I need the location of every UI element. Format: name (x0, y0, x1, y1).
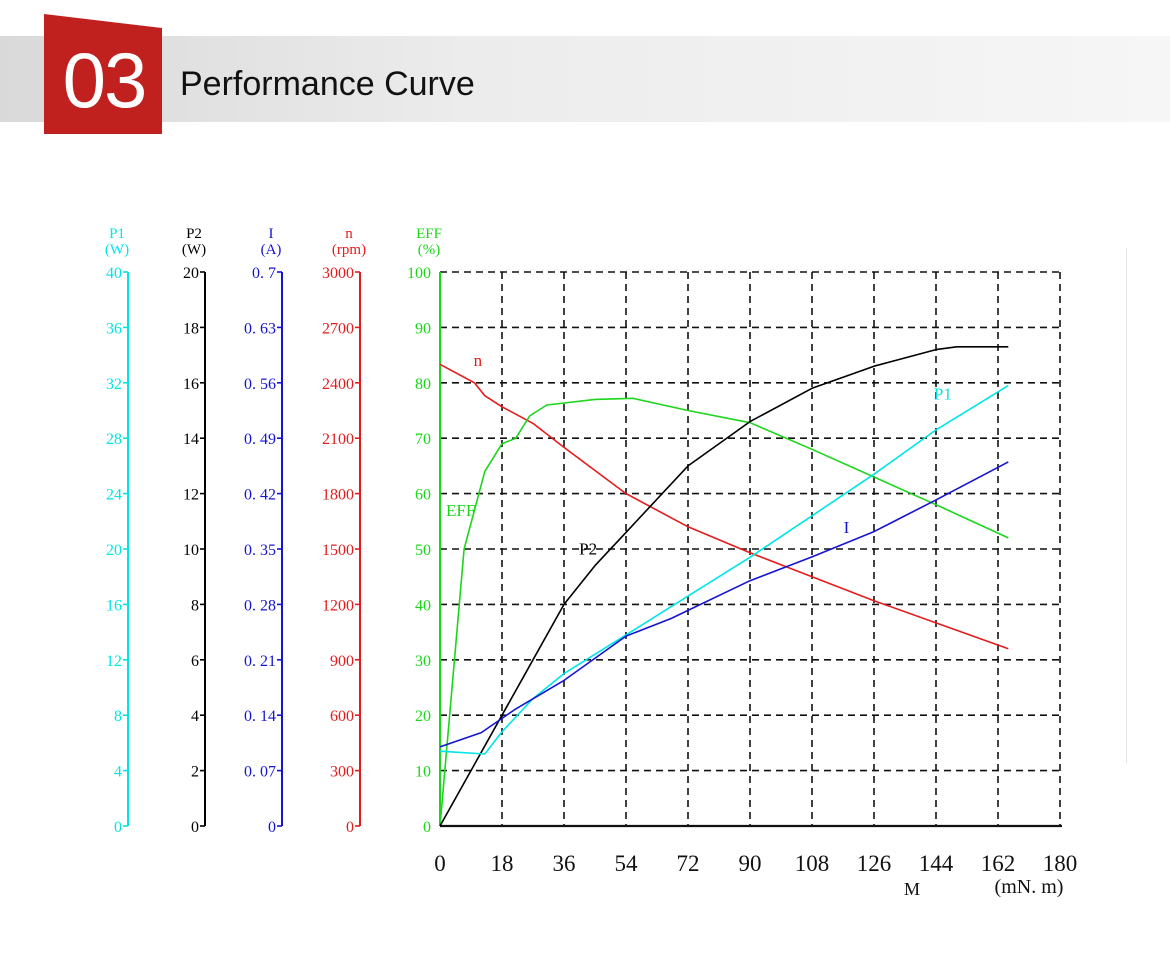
y-tick-label-p1: 20 (106, 542, 122, 559)
y-axis-p2-unit: (W) (182, 242, 206, 258)
y-tick-label-p1: 24 (106, 487, 122, 504)
y-tick-label-p1: 16 (106, 597, 122, 614)
x-axis-label: M (904, 879, 920, 899)
x-axis-unit: (mN. m) (995, 876, 1064, 898)
y-tick-label-p1: 8 (114, 708, 122, 725)
y-tick-label-i: 0. 56 (244, 376, 276, 393)
series-i-line (439, 461, 1009, 748)
y-tick-label-n: 0 (346, 819, 354, 836)
y-tick-label-p1: 4 (114, 764, 122, 781)
y-tick-label-i: 0. 42 (244, 487, 276, 504)
y-tick-label-p2: 18 (183, 320, 199, 337)
section-number: 03 (62, 36, 148, 124)
y-tick-label-eff: 70 (415, 431, 431, 448)
series-p1-label: P1 (934, 384, 952, 403)
y-tick-label-eff: 20 (415, 708, 431, 725)
y-tick-label-n: 1200 (322, 597, 354, 614)
x-tick-label: 36 (553, 851, 576, 876)
y-tick-label-n: 3000 (322, 265, 354, 282)
section-title: Performance Curve (180, 65, 475, 103)
y-tick-label-p1: 32 (106, 376, 122, 393)
y-tick-label-p1: 36 (106, 320, 122, 337)
header-band (0, 36, 1170, 122)
y-tick-label-p2: 2 (191, 764, 199, 781)
series-n-line (439, 363, 1009, 650)
y-tick-label-i: 0 (268, 819, 276, 836)
section-number-badge (44, 14, 162, 134)
y-tick-label-p2: 6 (191, 653, 199, 670)
y-tick-label-n: 2700 (322, 320, 354, 337)
y-tick-label-n: 2100 (322, 431, 354, 448)
series-i-label: I (844, 518, 850, 537)
y-tick-label-i: 0. 07 (244, 764, 276, 781)
x-tick-label: 144 (919, 851, 954, 876)
y-tick-label-p2: 10 (183, 542, 199, 559)
y-tick-label-i: 0. 21 (244, 653, 276, 670)
y-axis-n-title: n (345, 226, 353, 242)
y-tick-label-eff: 60 (415, 487, 431, 504)
x-tick-label: 18 (491, 851, 514, 876)
y-axis-i-title: I (269, 226, 274, 242)
series-p2-label: P2 (579, 540, 597, 559)
y-tick-label-p2: 0 (191, 819, 199, 836)
y-axis-p1-title: P1 (109, 226, 125, 242)
y-tick-label-eff: 50 (415, 542, 431, 559)
y-axis-p1-unit: (W) (105, 242, 129, 258)
series-p2-line (439, 345, 1009, 827)
y-tick-label-p2: 8 (191, 597, 199, 614)
y-tick-label-p1: 28 (106, 431, 122, 448)
y-tick-label-i: 0. 28 (244, 597, 276, 614)
x-tick-label: 90 (739, 851, 762, 876)
y-tick-label-n: 1800 (322, 487, 354, 504)
y-tick-label-i: 0. 14 (244, 708, 276, 725)
series-eff-line (439, 397, 1009, 827)
y-tick-label-p1: 40 (106, 265, 122, 282)
y-tick-label-n: 900 (330, 653, 354, 670)
y-tick-label-eff: 0 (423, 819, 431, 836)
y-tick-label-p1: 12 (106, 653, 122, 670)
y-tick-label-n: 1500 (322, 542, 354, 559)
y-axis-eff-unit: (%) (418, 242, 441, 258)
x-tick-label: 162 (981, 851, 1016, 876)
y-tick-label-i: 0. 7 (252, 265, 276, 282)
y-tick-label-eff: 100 (407, 265, 431, 282)
y-axis-i-unit: (A) (261, 242, 282, 258)
x-tick-label: 180 (1043, 851, 1078, 876)
y-tick-label-i: 0. 49 (244, 431, 276, 448)
divider-line (1126, 248, 1127, 763)
x-tick-label: 54 (615, 851, 639, 876)
x-tick-label: 108 (795, 851, 830, 876)
y-tick-label-n: 300 (330, 764, 354, 781)
x-tick-label: 126 (857, 851, 892, 876)
x-tick-label: 0 (434, 851, 446, 876)
y-tick-label-p2: 14 (183, 431, 199, 448)
series-n-label: n (474, 351, 483, 370)
y-tick-label-p2: 12 (183, 487, 199, 504)
y-tick-label-i: 0. 63 (244, 320, 276, 337)
series-p1-line (439, 384, 1009, 755)
x-tick-label: 72 (677, 851, 700, 876)
y-axis-n-unit: (rpm) (332, 242, 366, 258)
y-tick-label-p2: 20 (183, 265, 199, 282)
y-tick-label-p2: 4 (191, 708, 199, 725)
y-tick-label-eff: 90 (415, 320, 431, 337)
y-tick-label-eff: 80 (415, 376, 431, 393)
series-eff-label: EFF (446, 501, 475, 520)
y-tick-label-eff: 10 (415, 764, 431, 781)
y-axis-p2-title: P2 (186, 226, 202, 242)
y-tick-label-p1: 0 (114, 819, 122, 836)
y-axis-eff-title: EFF (416, 226, 442, 242)
y-tick-label-n: 600 (330, 708, 354, 725)
y-tick-label-eff: 40 (415, 597, 431, 614)
y-tick-label-n: 2400 (322, 376, 354, 393)
y-tick-label-eff: 30 (415, 653, 431, 670)
y-tick-label-p2: 16 (183, 376, 199, 393)
y-tick-label-i: 0. 35 (244, 542, 276, 559)
